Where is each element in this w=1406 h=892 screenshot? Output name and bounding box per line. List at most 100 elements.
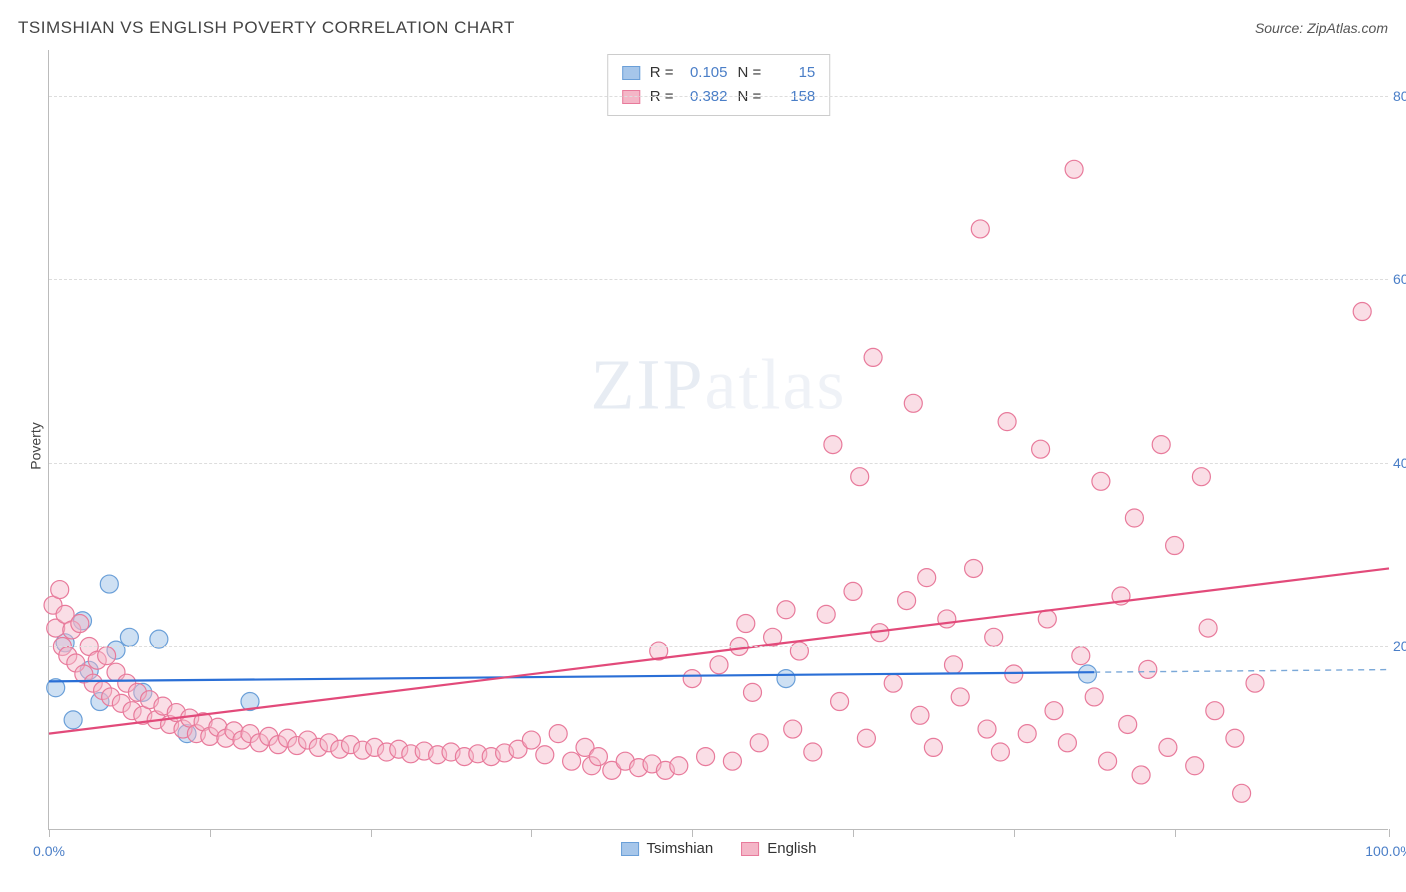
chart-title: TSIMSHIAN VS ENGLISH POVERTY CORRELATION… <box>18 18 515 38</box>
trend-line <box>49 568 1389 733</box>
legend-series: Tsimshian English <box>621 840 817 857</box>
data-point <box>100 575 118 593</box>
data-point <box>1233 784 1251 802</box>
n-label: N = <box>738 85 762 109</box>
xtick <box>531 829 532 837</box>
legend-stats-row: R = 0.382 N = 158 <box>622 85 816 109</box>
data-point <box>804 743 822 761</box>
swatch-icon <box>741 842 759 856</box>
data-point <box>884 674 902 692</box>
ytick-label: 80.0% <box>1393 88 1406 104</box>
y-axis-label: Poverty <box>28 422 44 469</box>
data-point <box>817 605 835 623</box>
swatch-icon <box>621 842 639 856</box>
data-point <box>777 670 795 688</box>
data-point <box>549 725 567 743</box>
swatch-icon <box>622 90 640 104</box>
data-point <box>1152 436 1170 454</box>
n-value: 15 <box>771 61 815 85</box>
data-point <box>71 615 89 633</box>
header: TSIMSHIAN VS ENGLISH POVERTY CORRELATION… <box>18 18 1388 38</box>
data-point <box>1099 752 1117 770</box>
data-point <box>723 752 741 770</box>
data-point <box>1226 729 1244 747</box>
data-point <box>150 630 168 648</box>
xtick <box>1389 829 1390 837</box>
data-point <box>824 436 842 454</box>
data-point <box>1058 734 1076 752</box>
data-point <box>790 642 808 660</box>
data-point <box>1045 702 1063 720</box>
data-point <box>1038 610 1056 628</box>
data-point <box>998 413 1016 431</box>
data-point <box>536 746 554 764</box>
trend-line <box>49 672 1094 681</box>
data-point <box>844 582 862 600</box>
legend-label: English <box>767 840 816 857</box>
data-point <box>670 757 688 775</box>
data-point <box>1032 440 1050 458</box>
data-point <box>851 468 869 486</box>
data-point <box>971 220 989 238</box>
xtick-label: 100.0% <box>1365 843 1406 859</box>
data-point <box>1192 468 1210 486</box>
data-point <box>1085 688 1103 706</box>
data-point <box>563 752 581 770</box>
data-point <box>1018 725 1036 743</box>
legend-item: Tsimshian <box>621 840 714 857</box>
r-value: 0.105 <box>684 61 728 85</box>
data-point <box>898 592 916 610</box>
data-point <box>1199 619 1217 637</box>
xtick-label: 0.0% <box>33 843 65 859</box>
xtick <box>1175 829 1176 837</box>
gridline <box>49 96 1388 97</box>
xtick <box>853 829 854 837</box>
gridline <box>49 463 1388 464</box>
data-point <box>857 729 875 747</box>
data-point <box>1206 702 1224 720</box>
data-point <box>1072 647 1090 665</box>
data-point <box>1186 757 1204 775</box>
xtick <box>49 829 50 837</box>
data-point <box>918 569 936 587</box>
data-point <box>1159 738 1177 756</box>
ytick-label: 40.0% <box>1393 455 1406 471</box>
data-point <box>991 743 1009 761</box>
data-point <box>744 683 762 701</box>
plot-area: ZIPatlas R = 0.105 N = 15 R = 0.382 N = … <box>48 50 1388 830</box>
data-point <box>1065 160 1083 178</box>
data-point <box>710 656 728 674</box>
data-point <box>697 748 715 766</box>
legend-stats: R = 0.105 N = 15 R = 0.382 N = 158 <box>607 54 831 116</box>
data-point <box>777 601 795 619</box>
data-point <box>750 734 768 752</box>
r-label: R = <box>650 85 674 109</box>
data-point <box>51 581 69 599</box>
n-label: N = <box>738 61 762 85</box>
data-point <box>1139 660 1157 678</box>
legend-stats-row: R = 0.105 N = 15 <box>622 61 816 85</box>
data-point <box>522 731 540 749</box>
xtick <box>1014 829 1015 837</box>
data-point <box>120 628 138 646</box>
source-label: Source: ZipAtlas.com <box>1255 20 1388 36</box>
swatch-icon <box>622 66 640 80</box>
xtick <box>210 829 211 837</box>
ytick-label: 20.0% <box>1393 638 1406 654</box>
data-point <box>1246 674 1264 692</box>
data-point <box>98 647 116 665</box>
ytick-label: 60.0% <box>1393 271 1406 287</box>
legend-item: English <box>741 840 816 857</box>
data-point <box>589 748 607 766</box>
xtick <box>371 829 372 837</box>
data-point <box>978 720 996 738</box>
data-point <box>951 688 969 706</box>
data-point <box>965 559 983 577</box>
data-point <box>1353 303 1371 321</box>
data-point <box>64 711 82 729</box>
data-point <box>831 693 849 711</box>
data-point <box>1125 509 1143 527</box>
n-value: 158 <box>771 85 815 109</box>
chart-svg <box>49 50 1388 829</box>
data-point <box>864 348 882 366</box>
